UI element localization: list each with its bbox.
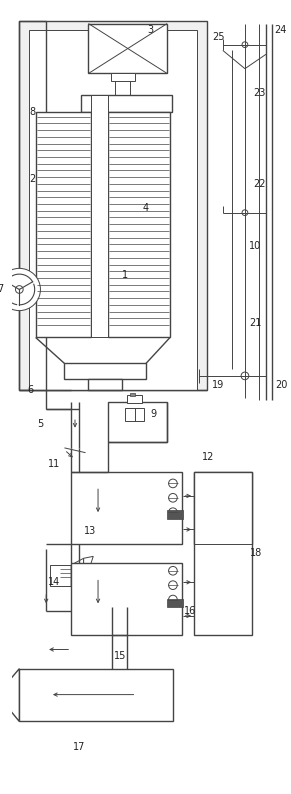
Circle shape bbox=[168, 581, 177, 589]
Text: 22: 22 bbox=[253, 179, 266, 189]
Bar bbox=[127, 395, 142, 403]
Bar bbox=[64, 364, 146, 379]
Bar bbox=[88, 379, 122, 391]
Bar bbox=[115, 74, 130, 94]
Bar bbox=[167, 511, 182, 519]
Text: 8: 8 bbox=[30, 107, 36, 117]
Circle shape bbox=[241, 372, 249, 380]
Bar bbox=[88, 24, 167, 74]
Text: 12: 12 bbox=[202, 453, 215, 462]
Text: 17: 17 bbox=[73, 742, 85, 753]
Text: 9: 9 bbox=[151, 409, 157, 419]
Circle shape bbox=[242, 210, 248, 215]
Bar bbox=[111, 74, 134, 81]
Text: 3: 3 bbox=[148, 25, 154, 35]
Text: 24: 24 bbox=[274, 25, 287, 35]
Polygon shape bbox=[0, 669, 19, 722]
Text: 14: 14 bbox=[48, 577, 60, 588]
Polygon shape bbox=[84, 557, 93, 586]
Bar bbox=[130, 393, 134, 396]
Text: 5: 5 bbox=[37, 419, 44, 429]
Polygon shape bbox=[71, 558, 84, 586]
Bar bbox=[108, 402, 167, 442]
Bar bbox=[194, 472, 252, 635]
Bar bbox=[108, 112, 170, 337]
Bar bbox=[81, 94, 172, 112]
Bar bbox=[29, 30, 197, 391]
Bar bbox=[19, 21, 207, 391]
Text: 15: 15 bbox=[114, 651, 126, 661]
Text: 10: 10 bbox=[249, 241, 262, 251]
Bar bbox=[194, 472, 252, 544]
Text: 23: 23 bbox=[253, 87, 265, 98]
Circle shape bbox=[168, 566, 177, 575]
Circle shape bbox=[168, 479, 177, 488]
Text: 20: 20 bbox=[275, 380, 288, 391]
Circle shape bbox=[168, 596, 177, 604]
Bar bbox=[91, 94, 108, 337]
Circle shape bbox=[15, 286, 23, 293]
Bar bbox=[71, 563, 182, 635]
Text: 18: 18 bbox=[250, 549, 262, 558]
Text: 4: 4 bbox=[143, 203, 149, 213]
Bar bbox=[50, 565, 71, 586]
Text: 16: 16 bbox=[184, 606, 196, 616]
Text: 21: 21 bbox=[249, 318, 262, 328]
Text: 2: 2 bbox=[30, 174, 36, 184]
Bar bbox=[19, 21, 46, 391]
Circle shape bbox=[168, 494, 177, 502]
Bar bbox=[36, 112, 91, 337]
Text: 11: 11 bbox=[48, 459, 60, 469]
Bar bbox=[71, 472, 182, 544]
Circle shape bbox=[0, 268, 40, 310]
Circle shape bbox=[242, 42, 248, 48]
Text: 7: 7 bbox=[0, 284, 3, 295]
Text: 6: 6 bbox=[28, 385, 34, 395]
Bar bbox=[19, 669, 173, 722]
Text: 19: 19 bbox=[212, 380, 224, 391]
Text: 1: 1 bbox=[122, 270, 128, 280]
Text: 13: 13 bbox=[84, 526, 97, 537]
Bar bbox=[125, 407, 144, 421]
Bar bbox=[167, 599, 182, 607]
Circle shape bbox=[168, 508, 177, 517]
Text: 25: 25 bbox=[212, 32, 224, 42]
